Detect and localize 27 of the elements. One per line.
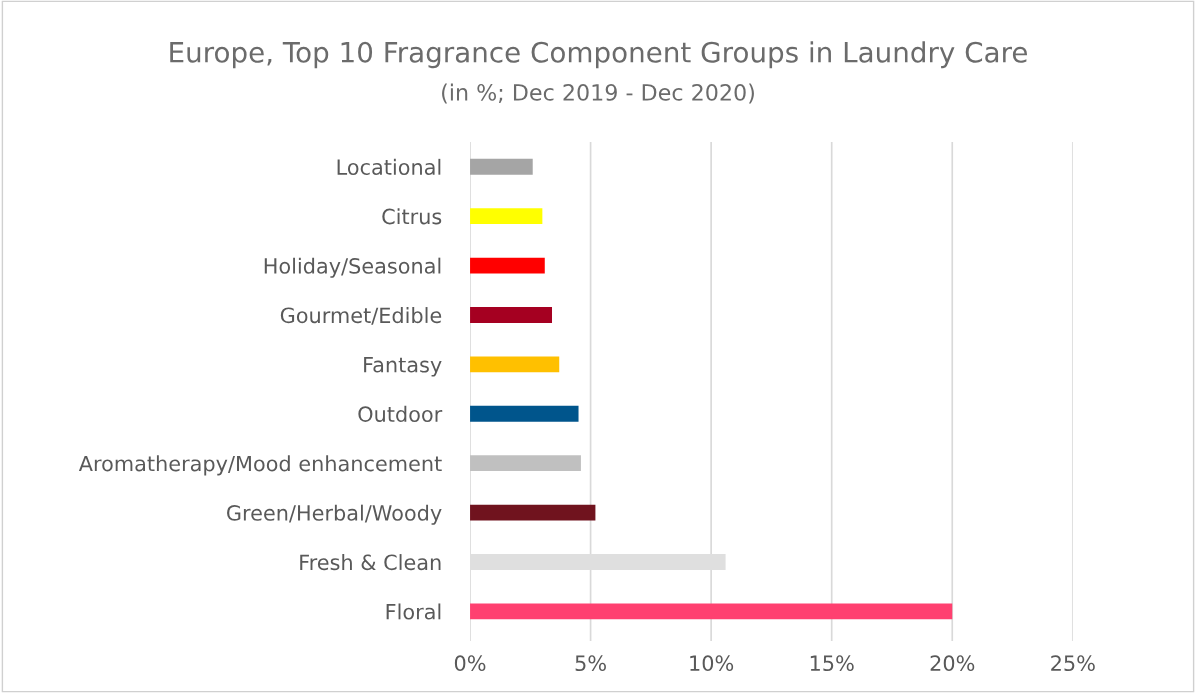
bar (470, 455, 581, 472)
x-tick-label: 20% (930, 655, 975, 672)
bar (470, 158, 533, 175)
y-tick-label: Fresh & Clean (300, 554, 441, 571)
x-tick-label: 0% (454, 655, 486, 672)
y-tick-label: Fantasy (364, 357, 442, 377)
y-tick-label: Citrus (382, 208, 442, 225)
bar (470, 307, 553, 323)
bar (470, 603, 953, 620)
y-tick-label: Green/Herbal/Woody (227, 504, 442, 525)
bar (470, 257, 545, 274)
chart-title: Europe, Top 10 Fragrance Component Groups in Laundry Care (170, 41, 1027, 69)
bar (470, 356, 560, 373)
y-tick-label: Aromatherapy/Mood enhancement (78, 455, 442, 476)
y-tick-label: Outdoor (358, 405, 443, 422)
bar (470, 405, 579, 422)
bar (470, 208, 543, 225)
chart-subtitle: (in %; Dec 2019 - Dec 2020) (442, 83, 754, 104)
x-tick-label: 5% (575, 655, 606, 672)
y-tick-label: Floral (386, 603, 441, 620)
bar (470, 504, 596, 521)
y-tick-label: Holiday/Seasonal (264, 257, 441, 278)
y-tick-label: Locational (337, 158, 441, 175)
x-tick-label: 25% (1051, 655, 1095, 672)
x-tick-label: 15% (810, 655, 854, 672)
x-tick-label: 10% (690, 655, 734, 672)
y-tick-label: Gourmet/Edible (280, 307, 442, 325)
